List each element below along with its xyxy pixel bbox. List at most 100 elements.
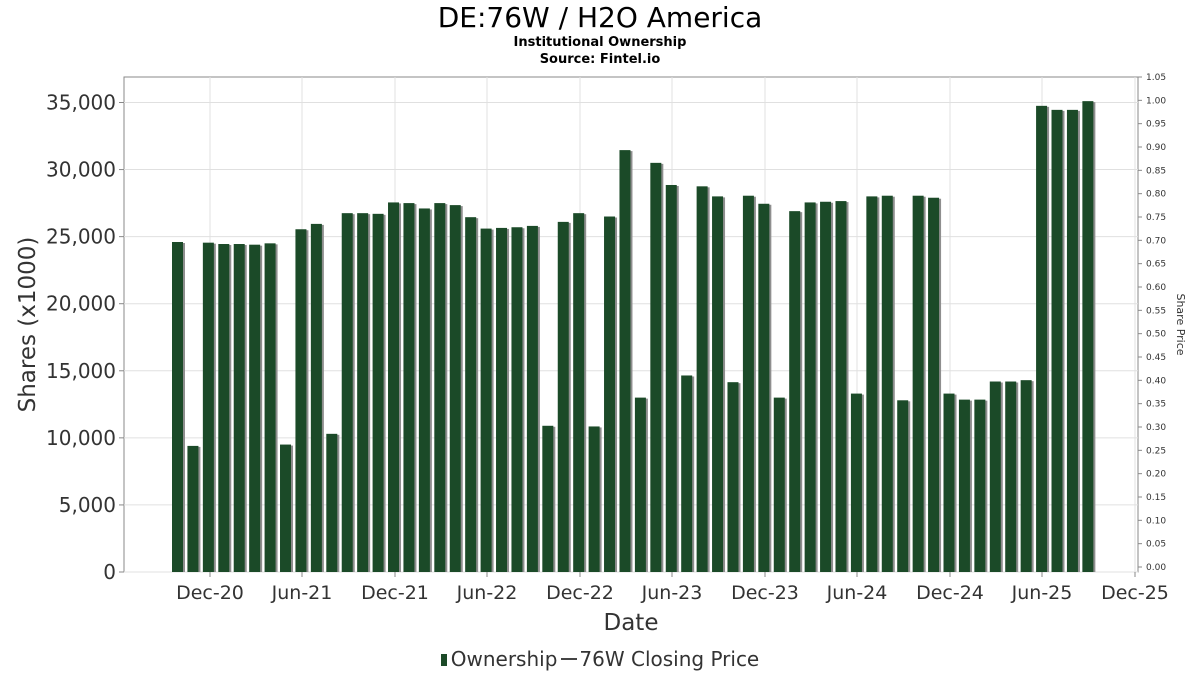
chart-title: DE:76W / H2O America [437, 1, 763, 34]
ownership-bar [634, 397, 646, 572]
y-tick-label: 10,000 [46, 426, 116, 450]
ownership-bar [218, 244, 230, 572]
y-tick-label: 35,000 [46, 90, 116, 114]
ownership-bar [881, 195, 893, 572]
ownership-bar [866, 196, 878, 572]
y2-axis-title: Share Price [1174, 293, 1187, 355]
price-legend-line [561, 658, 578, 660]
ownership-bar [1051, 109, 1063, 573]
ownership-bar [326, 433, 338, 572]
x-tick-label: Dec-25 [1101, 582, 1169, 604]
ownership-bar [480, 228, 492, 572]
ownership-bar [619, 150, 631, 573]
y2-tick-label: 0.15 [1146, 493, 1166, 503]
ownership-bar [280, 444, 292, 572]
ownership-bar [187, 445, 199, 572]
y2-tick-label: 0.90 [1146, 143, 1166, 153]
ownership-bar [820, 201, 832, 572]
ownership-bar [511, 227, 523, 572]
ownership-bar [1005, 381, 1017, 572]
ownership-bar [264, 243, 276, 572]
ownership-bar [449, 205, 461, 573]
ownership-bar [526, 225, 538, 572]
ownership-bar [357, 213, 369, 572]
ownership-bar [850, 393, 862, 572]
y2-tick-label: 0.45 [1146, 353, 1166, 363]
ownership-bar [573, 213, 585, 572]
y2-tick-label: 0.70 [1146, 236, 1166, 246]
ownership-legend-swatch [440, 654, 447, 666]
ownership-bar [249, 244, 261, 572]
ownership-bar [1082, 101, 1094, 573]
x-tick-label: Dec-24 [916, 582, 984, 604]
ownership-bar [712, 196, 724, 572]
ownership-bar [928, 197, 940, 573]
y2-tick-label: 0.55 [1146, 306, 1166, 316]
ownership-bar [418, 208, 430, 572]
y2-tick-label: 0.00 [1146, 563, 1166, 573]
ownership-bar [202, 242, 214, 573]
ownership-bar [989, 381, 1001, 572]
y2-tick-label: 0.75 [1146, 213, 1166, 223]
ownership-bar [835, 201, 847, 572]
y-axis-title: Shares (x1000) [15, 237, 41, 413]
y2-tick-label: 0.35 [1146, 400, 1166, 410]
ownership-bar [341, 213, 353, 572]
y2-tick-label: 0.80 [1146, 190, 1166, 200]
y2-tick-label: 0.50 [1146, 330, 1166, 340]
ownership-bar [310, 223, 322, 572]
ownership-bar [542, 425, 554, 572]
x-tick-label: Jun-24 [826, 582, 888, 604]
y2-tick-label: 0.60 [1146, 283, 1166, 293]
ownership-bar [403, 203, 415, 572]
ownership-bar [295, 229, 307, 572]
ownership-legend-label: Ownership [450, 647, 558, 671]
x-tick-label: Jun-22 [456, 582, 518, 604]
x-tick-label: Dec-21 [361, 582, 429, 604]
ownership-bar [958, 399, 970, 572]
ownership-bar [604, 216, 616, 572]
y2-tick-label: 0.10 [1146, 516, 1166, 526]
x-tick-label: Dec-23 [731, 582, 799, 604]
price-legend-label: 76W Closing Price [579, 647, 760, 671]
x-tick-label: Jun-25 [1011, 582, 1073, 604]
ownership-bar [773, 397, 785, 572]
y-tick-label: 0 [103, 560, 116, 584]
ownership-bar [434, 203, 446, 572]
y2-tick-label: 0.40 [1146, 376, 1166, 386]
x-axis-title: Date [604, 610, 659, 636]
chart-source: Source: Fintel.io [539, 52, 661, 67]
ownership-bar [665, 184, 677, 573]
x-tick-label: Jun-21 [271, 582, 333, 604]
ownership-bar [557, 221, 569, 572]
y-tick-label: 5,000 [59, 493, 116, 517]
chart-legend: Ownership 76W Closing Price [0, 647, 1200, 671]
ownership-bar [465, 217, 477, 572]
ownership-bar [372, 213, 384, 572]
y2-tick-label: 0.95 [1146, 120, 1166, 130]
ownership-bar [974, 399, 986, 572]
ownership-bar [943, 393, 955, 572]
x-tick-label: Jun-23 [641, 582, 703, 604]
ownership-bar [496, 227, 508, 573]
ownership-bar [1020, 380, 1032, 572]
ownership-bar [388, 202, 400, 573]
y-tick-label: 30,000 [46, 158, 116, 182]
y2-tick-label: 0.30 [1146, 423, 1166, 433]
ownership-bar [912, 195, 924, 572]
y2-tick-label: 1.05 [1146, 73, 1166, 83]
ownership-bar [789, 211, 801, 572]
chart-subtitle: Institutional Ownership [513, 35, 687, 50]
y-tick-label: 25,000 [46, 225, 116, 249]
y-tick-label: 15,000 [46, 359, 116, 383]
ownership-bar [897, 400, 909, 572]
ownership-bar [233, 244, 245, 572]
ownership-bar [1066, 109, 1078, 573]
ownership-bar [727, 382, 739, 572]
ownership-bar [650, 162, 662, 573]
ownership-bar [758, 203, 770, 572]
x-tick-label: Dec-20 [176, 582, 244, 604]
ownership-bar [1036, 105, 1048, 572]
y2-tick-label: 0.20 [1146, 470, 1166, 480]
